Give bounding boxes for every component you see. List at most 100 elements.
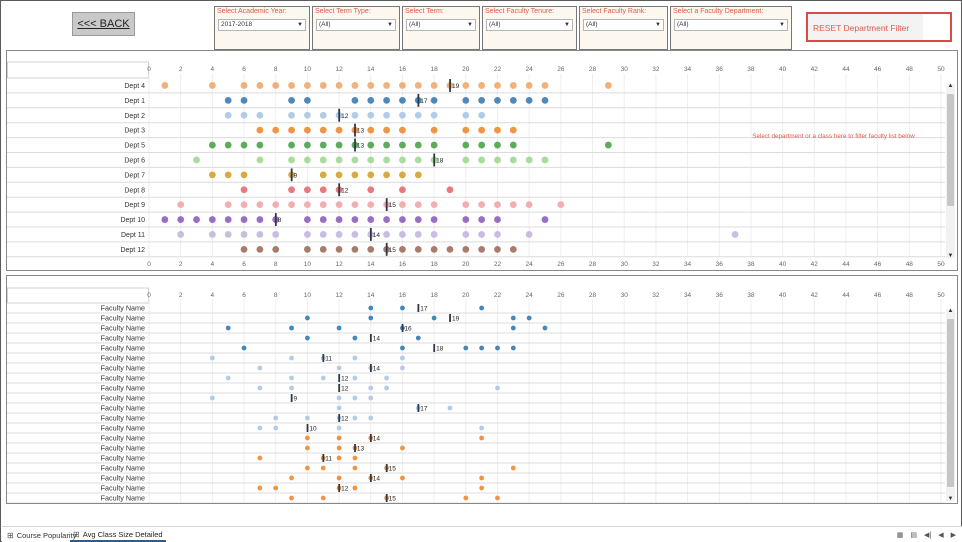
data-point xyxy=(305,465,310,471)
dropdown-arrow-icon: ▼ xyxy=(467,22,473,28)
term-type-label: Select Term Type: xyxy=(315,8,371,15)
scroll-up-icon[interactable]: ▲ xyxy=(947,83,954,89)
average-value-label: 18 xyxy=(436,157,444,164)
data-point xyxy=(384,375,389,381)
x-tick-label: 4 xyxy=(211,66,215,73)
data-point xyxy=(446,186,454,194)
data-point xyxy=(319,111,327,119)
data-point xyxy=(462,201,470,209)
faculty-tenure-filter[interactable]: Select Faculty Tenure: (All) ▼ xyxy=(482,6,577,50)
data-point xyxy=(319,82,327,89)
data-point xyxy=(351,156,359,164)
x-tick-label: 40 xyxy=(779,292,787,299)
x-tick-label: 4 xyxy=(211,261,215,268)
academic-year-select[interactable]: 2017-2018 ▼ xyxy=(218,19,306,31)
data-point xyxy=(304,156,311,164)
tab-avg-class-size-detailed[interactable]: ⊞ Avg Class Size Detailed xyxy=(70,529,166,542)
term-type-filter[interactable]: Select Term Type: (All) ▼ xyxy=(312,6,400,50)
data-point xyxy=(604,141,612,149)
x-tick-label: 38 xyxy=(747,292,755,299)
data-point xyxy=(352,455,358,461)
average-value-label: 13 xyxy=(357,143,365,150)
data-point xyxy=(509,201,517,209)
department-scrollbar[interactable]: ▲ ▼ xyxy=(946,83,955,259)
data-point xyxy=(351,245,359,253)
row-label: Faculty Name xyxy=(101,314,145,323)
x-tick-label: 12 xyxy=(335,66,343,73)
x-tick-label: 30 xyxy=(621,261,629,268)
data-point xyxy=(351,82,359,89)
faculty-rank-filter[interactable]: Select Faculty Rank: (All) ▼ xyxy=(579,6,668,50)
faculty-dot-chart[interactable]: 0 2 4 6 8 10 12 14 16 18 20 22 24 26 28 30 32 34 36 38 40 42 4… xyxy=(7,276,958,504)
average-marker xyxy=(290,394,293,402)
tab-course-popularity[interactable]: ⊞ Course Popularity xyxy=(4,529,79,542)
average-marker xyxy=(369,228,372,241)
scroll-thumb[interactable] xyxy=(947,319,954,487)
data-point xyxy=(289,325,294,331)
data-point xyxy=(335,201,343,209)
data-point xyxy=(352,485,358,491)
data-point xyxy=(272,231,280,238)
average-marker xyxy=(449,314,451,322)
data-point xyxy=(319,216,327,223)
prev-page-icon[interactable]: ◀ xyxy=(938,532,944,539)
data-point xyxy=(305,415,310,421)
average-value-label: 15 xyxy=(389,496,397,503)
average-marker xyxy=(338,484,341,492)
row-label: Faculty Name xyxy=(101,434,145,443)
faculty-tenure-select[interactable]: (All) ▼ xyxy=(486,19,573,31)
x-tick-label: 48 xyxy=(906,292,914,299)
department-dot-chart[interactable]: 0 2 4 6 8 10 12 14 16 18 20 22 24 26 28 30 32 34 36 38 40 42 4… xyxy=(7,51,958,271)
next-page-icon[interactable]: ▶ xyxy=(950,532,956,539)
scroll-thumb[interactable] xyxy=(947,94,954,206)
data-point xyxy=(399,201,406,209)
academic-year-label: Select Academic Year: xyxy=(217,8,287,15)
academic-year-filter[interactable]: Select Academic Year: 2017-2018 ▼ xyxy=(214,6,310,50)
average-marker xyxy=(338,384,341,392)
term-filter[interactable]: Select Term: (All) ▼ xyxy=(402,6,480,50)
list-view-icon[interactable]: ▤ xyxy=(910,532,918,539)
faculty-scrollbar[interactable]: ▲ ▼ xyxy=(946,308,955,502)
data-point xyxy=(335,156,343,164)
first-page-icon[interactable]: ◀| xyxy=(924,532,932,539)
data-point xyxy=(479,435,485,441)
average-marker xyxy=(433,153,436,167)
scroll-down-icon[interactable]: ▼ xyxy=(947,496,954,502)
data-point xyxy=(240,141,248,149)
scroll-up-icon[interactable]: ▲ xyxy=(947,308,954,314)
faculty-department-select[interactable]: (All) ▼ xyxy=(674,19,788,31)
term-type-select[interactable]: (All) ▼ xyxy=(316,19,396,31)
data-point xyxy=(383,171,390,179)
faculty-department-filter[interactable]: Select a Faculty Department: (All) ▼ xyxy=(670,6,792,50)
data-point xyxy=(494,126,501,134)
row-label: Faculty Name xyxy=(101,474,145,483)
x-tick-label: 22 xyxy=(494,292,502,299)
data-point xyxy=(399,171,406,179)
back-button[interactable]: <<< BACK xyxy=(72,12,135,36)
data-point xyxy=(414,171,422,179)
term-select[interactable]: (All) ▼ xyxy=(406,19,476,31)
x-tick-label: 6 xyxy=(242,261,246,268)
data-point xyxy=(319,126,327,134)
data-point xyxy=(288,156,295,164)
reset-department-filter-button[interactable]: RESET Department Filter xyxy=(806,12,952,42)
x-tick-label: 12 xyxy=(335,292,343,299)
data-point xyxy=(257,485,263,491)
scroll-down-icon[interactable]: ▼ xyxy=(947,253,954,259)
data-point xyxy=(351,201,359,209)
x-tick-label: 30 xyxy=(621,292,629,299)
average-marker xyxy=(401,324,404,332)
faculty-rank-label: Select Faculty Rank: xyxy=(582,8,647,15)
data-point xyxy=(336,425,342,431)
data-point xyxy=(463,345,469,351)
average-marker xyxy=(354,138,356,152)
row-label: Dept 11 xyxy=(121,232,145,239)
faculty-rank-select[interactable]: (All) ▼ xyxy=(583,19,664,31)
average-marker xyxy=(322,454,325,462)
x-tick-label: 18 xyxy=(431,261,439,268)
grid-view-icon[interactable]: ▦ xyxy=(896,532,904,539)
row-label: Faculty Name xyxy=(101,364,145,373)
x-tick-label: 50 xyxy=(937,292,945,299)
data-point xyxy=(495,345,500,351)
average-marker xyxy=(369,334,372,342)
